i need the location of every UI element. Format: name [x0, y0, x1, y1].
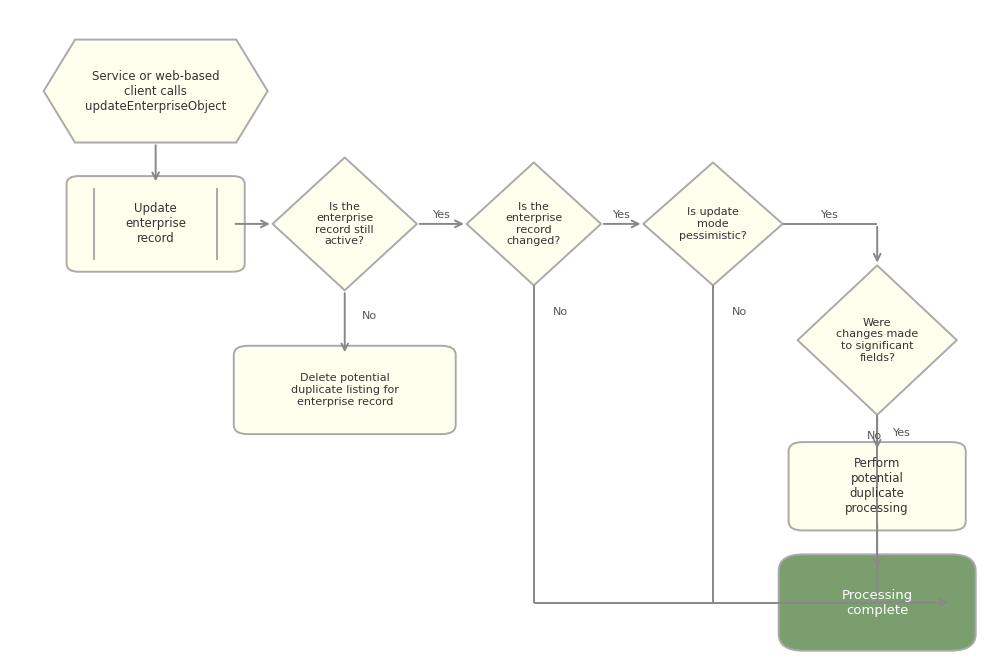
Text: Yes: Yes [821, 210, 839, 220]
Polygon shape [644, 163, 782, 285]
Text: Perform
potential
duplicate
processing: Perform potential duplicate processing [845, 458, 909, 516]
FancyBboxPatch shape [67, 176, 245, 271]
Text: Yes: Yes [613, 210, 631, 220]
Polygon shape [44, 39, 267, 143]
Text: Yes: Yes [433, 210, 451, 220]
Text: No: No [362, 311, 377, 321]
FancyBboxPatch shape [234, 346, 456, 434]
Polygon shape [272, 157, 417, 290]
Text: Is the
enterprise
record
changed?: Is the enterprise record changed? [505, 201, 563, 246]
Text: Processing
complete: Processing complete [841, 588, 913, 616]
Text: No: No [866, 431, 882, 441]
Text: Update
enterprise
record: Update enterprise record [125, 202, 187, 245]
Text: Delete potential
duplicate listing for
enterprise record: Delete potential duplicate listing for e… [290, 374, 398, 407]
Text: Service or web-based
client calls
updateEnterpriseObject: Service or web-based client calls update… [85, 69, 227, 113]
Text: No: No [733, 307, 748, 317]
Text: No: No [553, 307, 568, 317]
FancyBboxPatch shape [778, 554, 976, 651]
Polygon shape [797, 265, 957, 415]
FancyBboxPatch shape [788, 442, 966, 530]
Polygon shape [467, 163, 601, 285]
Text: Yes: Yes [893, 428, 911, 438]
Text: Were
changes made
to significant
fields?: Were changes made to significant fields? [836, 317, 918, 363]
Text: Is the
enterprise
record still
active?: Is the enterprise record still active? [315, 201, 374, 246]
Text: Is update
mode
pessimistic?: Is update mode pessimistic? [679, 207, 747, 241]
